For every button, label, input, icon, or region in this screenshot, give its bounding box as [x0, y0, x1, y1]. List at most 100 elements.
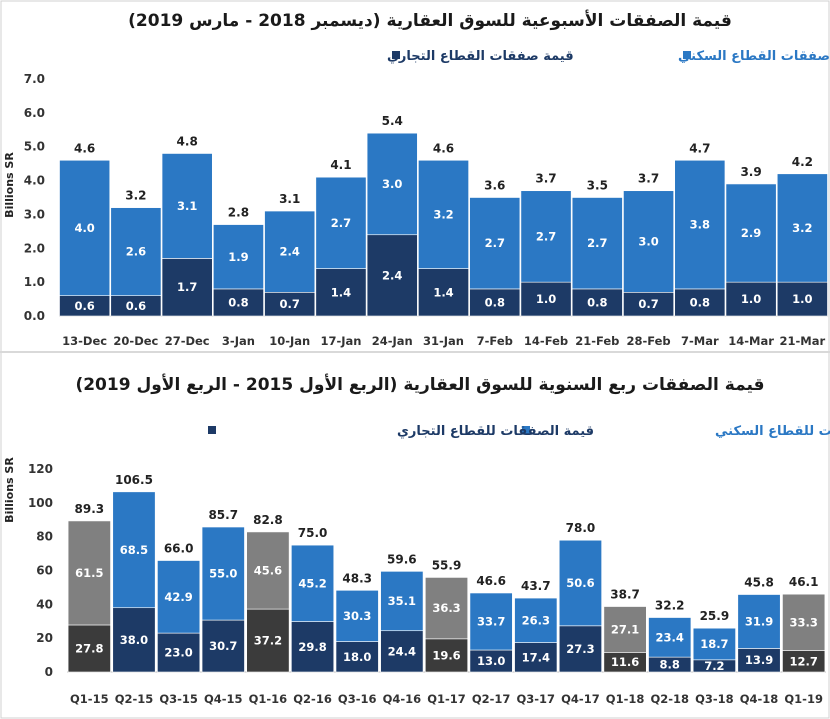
bar-segment-commercial — [776, 281, 828, 317]
bar-segment-commercial — [213, 288, 264, 317]
bar-segment-residential — [315, 176, 367, 269]
x-tick-label: Q1-17 — [427, 692, 466, 706]
data-label-commercial: 1.4 — [331, 285, 351, 299]
legend-label-commercial: قيمة الصفقات للقطاع التجاري — [397, 424, 594, 439]
data-label-total: 3.7 — [535, 172, 556, 186]
legend-swatch-commercial — [208, 426, 216, 434]
data-label-commercial: 38.0 — [120, 633, 148, 647]
bar-segment-residential — [380, 571, 424, 632]
bar-segment-commercial — [469, 288, 521, 317]
legend-label-residential: قيمة صفقات القطاع السكني — [678, 49, 830, 64]
bar-segment-residential — [59, 159, 111, 296]
data-label-total: 48.3 — [342, 571, 372, 585]
bar-segment-commercial — [201, 619, 245, 673]
data-label-residential: 3.8 — [690, 218, 710, 232]
data-label-commercial: 13.9 — [745, 653, 773, 667]
data-label-total: 4.6 — [74, 141, 95, 155]
x-tick-label: 27-Dec — [165, 334, 210, 348]
data-label-residential: 61.5 — [75, 566, 103, 580]
bar-segment-commercial — [558, 625, 602, 673]
bar-segment-residential — [692, 627, 736, 661]
data-label-commercial: 0.8 — [485, 295, 505, 309]
x-tick-label: Q2-15 — [115, 692, 154, 706]
data-label-commercial: 1.7 — [177, 280, 197, 294]
data-label-residential: 4.0 — [74, 221, 94, 235]
data-label-total: 59.6 — [387, 552, 417, 566]
bar-segment-residential — [112, 491, 156, 609]
bar-segment-residential — [366, 132, 418, 236]
data-label-residential: 1.9 — [228, 250, 248, 264]
y-tick-label: 0 — [45, 665, 53, 679]
data-label-commercial: 19.6 — [432, 648, 460, 662]
data-label-total: 3.6 — [484, 179, 505, 193]
bar-segment-residential — [558, 539, 602, 627]
bar-segment-residential — [725, 183, 777, 283]
data-label-residential: 18.7 — [700, 637, 728, 651]
data-label-total: 38.7 — [610, 588, 640, 602]
bar-segment-commercial — [571, 288, 623, 317]
bar-segment-residential — [514, 597, 558, 643]
data-label-commercial: 0.8 — [587, 295, 607, 309]
data-label-total: 4.8 — [177, 134, 198, 148]
data-label-residential: 23.4 — [656, 630, 684, 644]
bar-segment-residential — [674, 159, 726, 290]
x-tick-label: 28-Feb — [626, 334, 670, 348]
data-label-commercial: 11.6 — [611, 655, 639, 669]
data-label-commercial: 13.0 — [477, 654, 505, 668]
data-label-residential: 30.3 — [343, 609, 371, 623]
bar-segment-residential — [418, 159, 469, 269]
y-tick-label: 0.0 — [24, 309, 45, 323]
bar-segment-residential — [603, 606, 647, 653]
data-label-commercial: 18.0 — [343, 650, 371, 664]
data-label-total: 4.7 — [689, 141, 710, 155]
data-label-residential: 35.1 — [388, 594, 416, 608]
data-label-total: 106.5 — [115, 473, 153, 487]
y-tick-label: 7.0 — [24, 72, 45, 86]
data-label-total: 5.4 — [382, 114, 403, 128]
data-label-commercial: 24.4 — [388, 644, 416, 658]
data-label-commercial: 17.4 — [522, 650, 550, 664]
x-tick-label: 21-Feb — [575, 334, 619, 348]
data-label-commercial: 0.8 — [690, 295, 710, 309]
data-label-residential: 2.7 — [485, 236, 505, 250]
bar-segment-commercial — [112, 607, 156, 673]
data-label-residential: 68.5 — [120, 543, 148, 557]
data-label-commercial: 1.0 — [741, 292, 761, 306]
data-label-commercial: 27.3 — [566, 642, 594, 656]
data-label-commercial: 1.4 — [433, 285, 453, 299]
x-tick-label: Q4-18 — [740, 692, 779, 706]
legend-swatch-residential — [522, 426, 530, 434]
quarterly-plot-area: 0 20 40 60 80 100 120 27.8 61.5 89.3 Q1-15 38.0 68.5… — [28, 462, 826, 706]
data-label-total: 46.1 — [789, 575, 819, 589]
y-tick-label: 120 — [28, 462, 53, 476]
data-label-residential: 2.4 — [280, 245, 300, 259]
data-label-residential: 33.7 — [477, 615, 505, 629]
x-tick-label: Q3-17 — [517, 692, 556, 706]
data-label-residential: 3.0 — [382, 177, 402, 191]
bar-segment-residential — [520, 190, 572, 283]
data-label-commercial: 37.2 — [254, 634, 282, 648]
bar-segment-residential — [469, 592, 513, 651]
y-tick-label: 1.0 — [24, 275, 45, 289]
x-tick-label: Q1-19 — [784, 692, 823, 706]
data-label-residential: 3.1 — [177, 199, 197, 213]
data-label-residential: 55.0 — [209, 567, 237, 581]
bar-segment-commercial — [380, 630, 424, 673]
data-label-total: 25.9 — [700, 609, 730, 623]
data-label-total: 4.2 — [792, 155, 813, 169]
data-label-total: 78.0 — [566, 521, 596, 535]
data-label-commercial: 0.6 — [126, 299, 146, 313]
bar-segment-residential — [737, 594, 781, 649]
x-tick-label: Q1-18 — [606, 692, 645, 706]
bar-segment-commercial — [315, 268, 367, 317]
x-tick-label: Q1-16 — [249, 692, 288, 706]
x-tick-label: 21-Mar — [780, 334, 826, 348]
x-tick-label: 31-Jan — [423, 334, 464, 348]
data-label-commercial: 0.8 — [228, 295, 248, 309]
data-label-residential: 45.6 — [254, 564, 282, 578]
bar-segment-residential — [213, 224, 264, 290]
data-label-residential: 2.7 — [331, 216, 351, 230]
